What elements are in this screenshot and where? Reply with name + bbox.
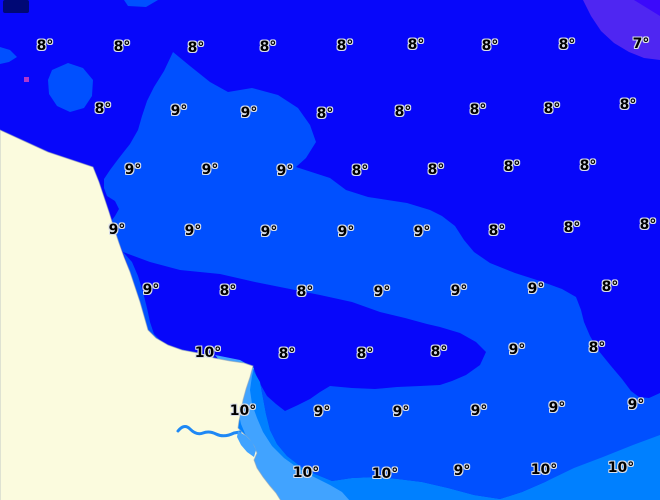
landmass: [0, 129, 281, 500]
sea-7deg-region: [583, 0, 660, 60]
navy-marker-rect: [3, 0, 29, 13]
sea-9deg-region: [104, 52, 660, 499]
sea-9deg-patch-left-edge: [0, 47, 17, 64]
sea-7deg-corner: [634, 0, 660, 16]
sea-9deg-patch-top-edge: [124, 0, 158, 7]
magenta-dot: [24, 77, 29, 82]
coastal-warm-strip: [215, 355, 350, 500]
river: [176, 425, 242, 438]
sea-9deg-blob: [48, 63, 93, 112]
sea-8deg-tongue: [123, 252, 486, 411]
coastal-bay: [237, 431, 256, 457]
